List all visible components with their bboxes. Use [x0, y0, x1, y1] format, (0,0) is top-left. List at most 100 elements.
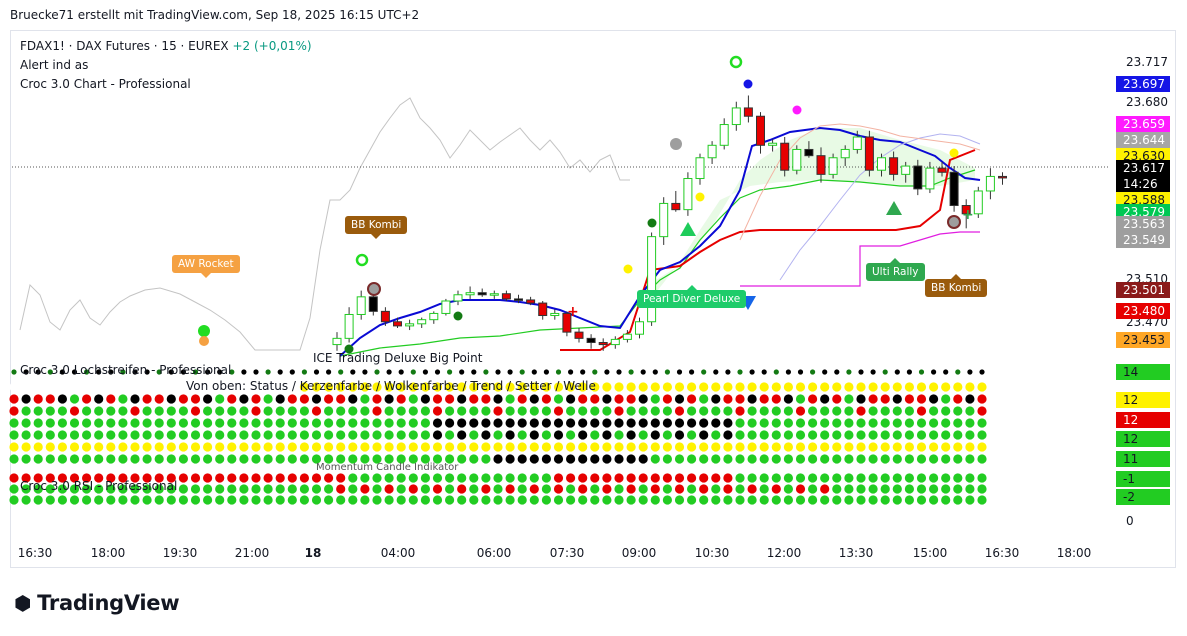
candle-body[interactable] [840, 148, 850, 159]
candle-body[interactable] [973, 190, 983, 215]
candle-body[interactable] [501, 293, 511, 300]
candle-body[interactable] [804, 148, 814, 157]
signal-bb-kombi-1[interactable]: BB Kombi [345, 216, 408, 239]
lochstreifen-dot [203, 382, 213, 392]
candle-body[interactable] [671, 202, 681, 211]
candle-body[interactable] [453, 294, 463, 302]
candle-body[interactable] [622, 333, 632, 340]
candle-body[interactable] [647, 236, 657, 323]
candle-body[interactable] [707, 144, 717, 159]
signal-pearl-diver[interactable]: Pearl Diver Deluxe [637, 285, 747, 308]
lochstreifen-dot [662, 430, 673, 440]
candle-body[interactable] [852, 136, 862, 150]
candle-body[interactable] [429, 312, 439, 321]
candle-body[interactable] [380, 310, 390, 323]
lochstreifen-dot [650, 430, 660, 440]
candle-body[interactable] [792, 148, 802, 171]
candle-body[interactable] [828, 157, 838, 175]
candle-body[interactable] [913, 165, 923, 190]
candle-body[interactable] [961, 205, 971, 215]
lochstreifen-dot [662, 406, 673, 416]
candle-body[interactable] [344, 313, 354, 339]
lochstreifen-dot [735, 418, 745, 428]
candle-body[interactable] [477, 292, 487, 296]
candle-body[interactable] [949, 171, 959, 207]
lochstreifen-dot [57, 406, 67, 416]
lochstreifen-dot [832, 382, 842, 392]
candle-body[interactable] [877, 157, 886, 171]
lochstreifen-dot [180, 369, 186, 375]
candle-body[interactable] [368, 296, 378, 312]
lochstreifen-dot [481, 430, 491, 440]
lochstreifen-dot [517, 394, 527, 404]
candle-body[interactable] [598, 342, 608, 346]
candle-body[interactable] [393, 321, 402, 327]
candle-body[interactable] [864, 136, 874, 171]
candle-body[interactable] [743, 107, 753, 117]
rsi-dot [650, 484, 660, 494]
rsi-dot [57, 484, 67, 494]
candle-body[interactable] [756, 115, 765, 146]
candle-body[interactable] [489, 293, 499, 296]
candle-body[interactable] [417, 319, 427, 325]
lochstreifen-dot [543, 369, 550, 375]
candle-body[interactable] [441, 300, 451, 314]
lochstreifen-dot [71, 369, 78, 375]
lochstreifen-dot [590, 430, 600, 440]
rsi-dot [590, 495, 600, 505]
lochstreifen-dot [445, 442, 455, 452]
candle-body[interactable] [985, 175, 995, 192]
rsi-dot [227, 495, 237, 505]
candle-body[interactable] [514, 298, 523, 301]
candle-body[interactable] [562, 312, 572, 333]
signal-aw-rocket[interactable]: AW Rocket [172, 255, 240, 278]
candle-body[interactable] [768, 142, 778, 146]
candle-body[interactable] [610, 338, 620, 346]
candle-body[interactable] [937, 167, 947, 173]
lochstreifen-dot [578, 430, 588, 440]
lochstreifen-dot [832, 430, 842, 440]
candle-body[interactable] [526, 299, 536, 304]
candle-body[interactable] [998, 175, 1007, 179]
candle-body[interactable] [731, 107, 741, 126]
candle-body[interactable] [538, 302, 548, 317]
candle-body[interactable] [925, 167, 935, 190]
signal-ulti-rally[interactable]: Ulti Rally [866, 258, 925, 281]
rsi-dot [892, 495, 902, 505]
candle-body[interactable] [574, 331, 584, 339]
lochstreifen-dot [856, 418, 866, 428]
candle-body[interactable] [780, 142, 790, 171]
candle-body[interactable] [465, 292, 475, 296]
candle-body[interactable] [816, 155, 826, 175]
candle-body[interactable] [405, 323, 415, 327]
lochstreifen-dot [941, 394, 951, 404]
candle-body[interactable] [889, 157, 899, 175]
rsi-dot [614, 484, 624, 494]
candle-body[interactable] [695, 157, 705, 180]
candle-body[interactable] [901, 165, 911, 175]
rsi-dot [832, 495, 842, 505]
signal-bb-kombi-2[interactable]: BB Kombi [925, 274, 988, 297]
rsi-dot [832, 473, 842, 483]
rsi-dot [384, 495, 394, 505]
tradingview-logo[interactable]: ⬢ TradingView [14, 591, 180, 615]
time-label: 18:00 [1056, 546, 1092, 560]
lochstreifen-dot [275, 454, 285, 464]
candle-body[interactable] [586, 337, 596, 344]
rsi-dot [808, 473, 818, 483]
candle-body[interactable] [635, 321, 644, 335]
candle-body[interactable] [719, 124, 729, 146]
lochstreifen-dot [408, 454, 418, 464]
lochstreifen-dot [445, 406, 455, 416]
candle-body[interactable] [332, 337, 342, 346]
rsi-dot [662, 473, 673, 483]
lochstreifen-dot [808, 406, 818, 416]
candle-body[interactable] [356, 296, 366, 315]
lochstreifen-dot [868, 442, 878, 452]
candle-body[interactable] [683, 178, 693, 211]
lochstreifen-dot [505, 430, 515, 440]
candle-body[interactable] [550, 312, 560, 317]
candle-body[interactable] [659, 202, 669, 238]
rsi-dot [82, 473, 92, 483]
